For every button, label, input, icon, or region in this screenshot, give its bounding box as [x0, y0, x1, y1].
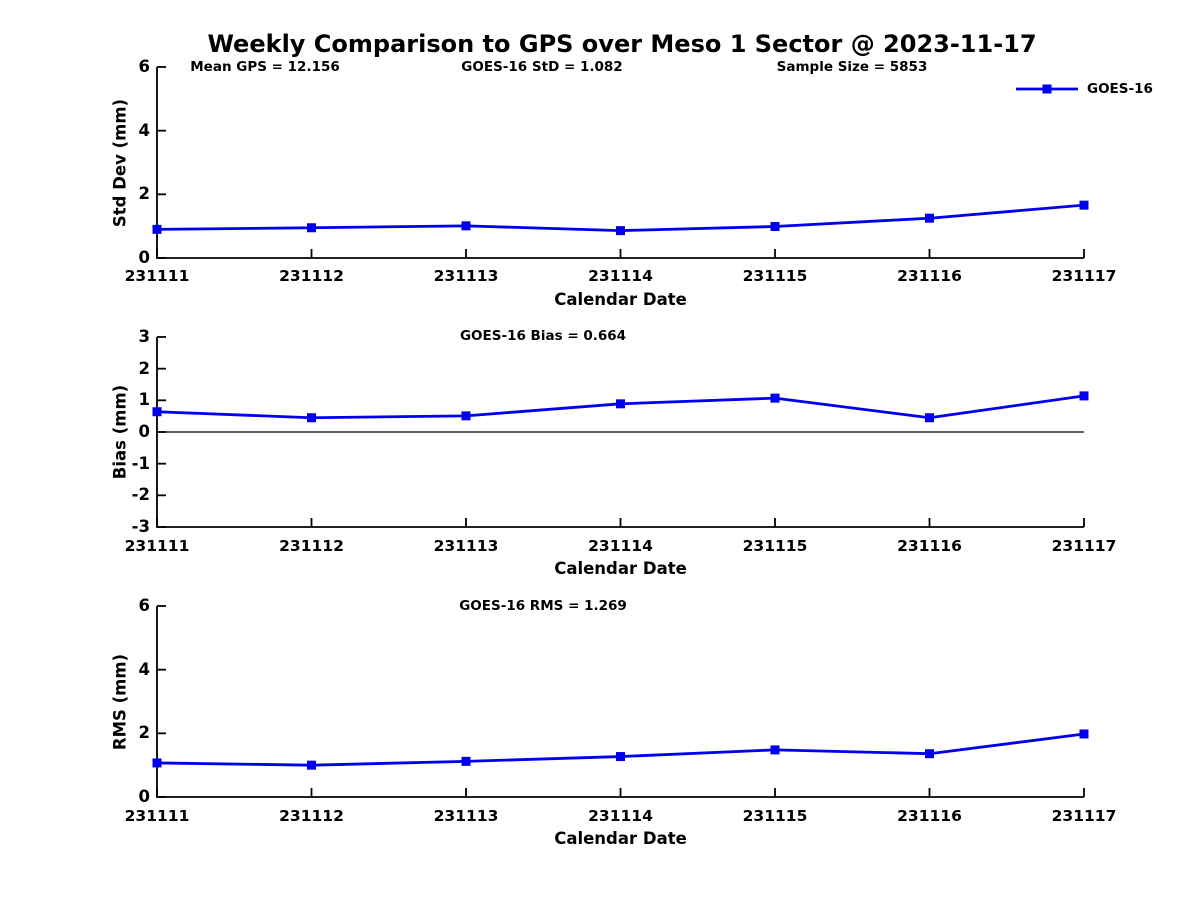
data-point-marker — [770, 745, 780, 755]
data-point-marker — [461, 756, 471, 766]
y-tick-label: 6 — [138, 596, 150, 615]
data-point-marker — [770, 221, 780, 231]
data-point-marker — [1079, 391, 1089, 401]
x-tick-label: 231111 — [124, 537, 190, 555]
x-tick-label: 231113 — [433, 267, 499, 285]
x-tick-label: 231115 — [742, 267, 808, 285]
x-tick-label: 231117 — [1051, 537, 1117, 555]
x-tick-label: 231115 — [742, 807, 808, 825]
x-tick-label: 231114 — [588, 537, 653, 555]
data-point-marker — [461, 411, 471, 421]
legend-label: GOES-16 — [1087, 81, 1153, 97]
subplot-rms-title: GOES-16 RMS = 1.269 — [459, 598, 627, 614]
legend-marker — [1042, 84, 1052, 94]
data-point-marker — [616, 399, 625, 409]
x-tick-label: 231117 — [1051, 267, 1117, 285]
data-point-marker — [925, 213, 934, 223]
x-tick-label: 231111 — [124, 807, 190, 825]
y-tick-label: 4 — [138, 659, 150, 679]
data-point-marker — [616, 752, 625, 762]
data-point-marker — [616, 226, 625, 236]
data-point-marker — [152, 224, 162, 234]
x-tick-label: 231114 — [588, 267, 653, 285]
x-tick-label: 231115 — [742, 537, 808, 555]
y-tick-label: 1 — [138, 390, 150, 410]
y-tick-label: -3 — [131, 517, 150, 536]
subplot-bias-title: GOES-16 Bias = 0.664 — [459, 328, 627, 344]
subplot-annotation: Sample Size = 5853 — [776, 59, 928, 75]
y-tick-label: -2 — [131, 485, 150, 505]
y-tick-label: -1 — [131, 453, 150, 473]
subplot-annotation: GOES-16 StD = 1.082 — [461, 59, 623, 75]
y-tick-label: 2 — [138, 723, 150, 743]
subplot-std-dev-yaxis-title: Std Dev (mm) — [110, 98, 130, 227]
data-point-marker — [770, 393, 780, 403]
data-point-marker — [925, 413, 934, 423]
data-point-marker — [307, 760, 316, 770]
x-tick-label: 231112 — [279, 537, 344, 555]
subplot-annotation: Mean GPS = 12.156 — [190, 59, 340, 75]
data-point-marker — [1079, 729, 1089, 739]
y-tick-label: 6 — [138, 57, 150, 76]
data-point-marker — [1079, 200, 1089, 210]
data-point-marker — [152, 407, 162, 417]
x-tick-label: 231114 — [588, 807, 653, 825]
x-tick-label: 231116 — [897, 537, 962, 555]
data-point-marker — [461, 221, 471, 231]
subplot-rms-xaxis-title: Calendar Date — [554, 829, 687, 848]
x-tick-label: 231112 — [279, 267, 344, 285]
x-tick-label: 231112 — [279, 807, 344, 825]
data-point-marker — [307, 413, 316, 423]
subplot-rms-yaxis-title: RMS (mm) — [110, 653, 130, 750]
x-tick-label: 231113 — [433, 807, 499, 825]
figure-title: Weekly Comparison to GPS over Meso 1 Sec… — [207, 30, 1037, 58]
subplot-rms-axis-line — [156, 606, 1084, 798]
x-tick-label: 231111 — [124, 267, 190, 285]
y-tick-label: 3 — [138, 327, 150, 346]
data-point-marker — [307, 223, 316, 233]
subplot-std-dev-xaxis-title: Calendar Date — [554, 290, 687, 309]
y-tick-label: 2 — [138, 358, 150, 378]
x-tick-label: 231113 — [433, 537, 499, 555]
data-point-marker — [925, 749, 934, 759]
x-tick-label: 231117 — [1051, 807, 1117, 825]
y-tick-label: 0 — [138, 787, 150, 806]
y-tick-label: 0 — [138, 248, 150, 267]
subplot-bias-yaxis-title: Bias (mm) — [110, 384, 130, 480]
x-tick-label: 231116 — [897, 267, 962, 285]
y-tick-label: 2 — [138, 184, 150, 204]
y-tick-label: 4 — [138, 120, 150, 140]
subplot-bias-xaxis-title: Calendar Date — [554, 559, 687, 578]
y-tick-label: 0 — [138, 422, 150, 441]
data-point-marker — [152, 758, 162, 768]
x-tick-label: 231116 — [897, 807, 962, 825]
